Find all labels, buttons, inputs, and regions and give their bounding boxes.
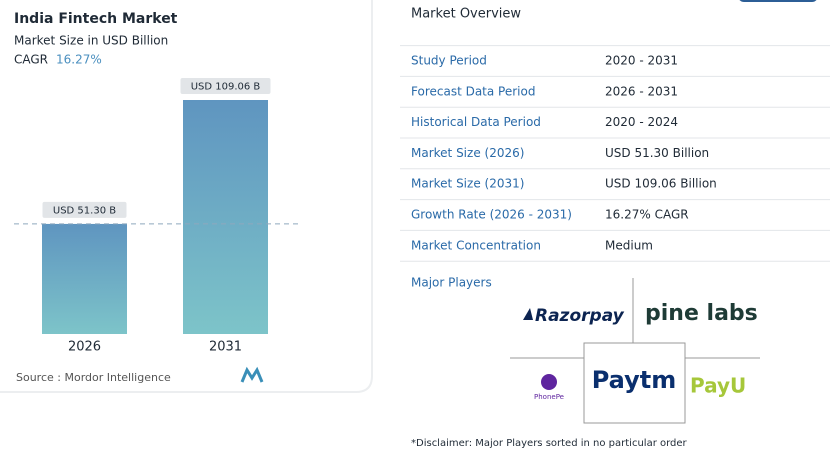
row-value: 2020 - 2024 xyxy=(605,115,678,129)
row-label: Forecast Data Period xyxy=(411,84,535,98)
chart-subtitle: Market Size in USD Billion xyxy=(14,34,168,48)
logo-box xyxy=(583,342,686,424)
disclaimer: *Disclaimer: Major Players sorted in no … xyxy=(411,438,688,449)
chart-title: India Fintech Market xyxy=(14,11,178,27)
x-tick-label: 2031 xyxy=(209,340,242,355)
overview-title: Market Overview xyxy=(411,7,521,22)
row-value: 2026 - 2031 xyxy=(605,84,678,98)
value-label: USD 51.30 B xyxy=(53,205,116,216)
row-label: Market Size (2026) xyxy=(411,146,524,160)
bar xyxy=(42,223,127,334)
logo: pine labs xyxy=(645,301,758,326)
row-label: Historical Data Period xyxy=(411,115,541,129)
logo: Paytm xyxy=(592,366,677,394)
players-title: Major Players xyxy=(411,276,492,290)
top-button[interactable] xyxy=(738,0,818,2)
value-label: USD 109.06 B xyxy=(191,82,261,93)
razorpay-mark xyxy=(523,308,533,320)
value-label-bg xyxy=(180,78,271,94)
row-label: Study Period xyxy=(411,54,487,68)
row-value: 16.27% CAGR xyxy=(605,208,689,222)
row-value: 2020 - 2031 xyxy=(605,54,678,68)
phonepe-mark xyxy=(541,374,557,390)
row-label: Market Size (2031) xyxy=(411,177,524,191)
cagr-label: CAGR xyxy=(14,53,48,67)
value-label-bg xyxy=(42,201,127,218)
row-value: Medium xyxy=(605,238,653,252)
row-value: USD 51.30 Billion xyxy=(605,146,709,160)
x-tick-label: 2026 xyxy=(68,340,101,355)
logo: Razorpay xyxy=(535,306,625,326)
cagr-value: 16.27% xyxy=(56,53,102,67)
logo: PhonePe xyxy=(534,393,564,401)
row-value: USD 109.06 Billion xyxy=(605,177,717,191)
row-label: Growth Rate (2026 - 2031) xyxy=(411,208,572,222)
row-label: Market Concentration xyxy=(411,238,541,252)
logo: PayU xyxy=(690,374,746,398)
source: Source : Mordor Intelligence xyxy=(16,371,171,384)
bar xyxy=(183,100,268,334)
mi-logo xyxy=(240,366,264,383)
card-border xyxy=(0,0,373,393)
